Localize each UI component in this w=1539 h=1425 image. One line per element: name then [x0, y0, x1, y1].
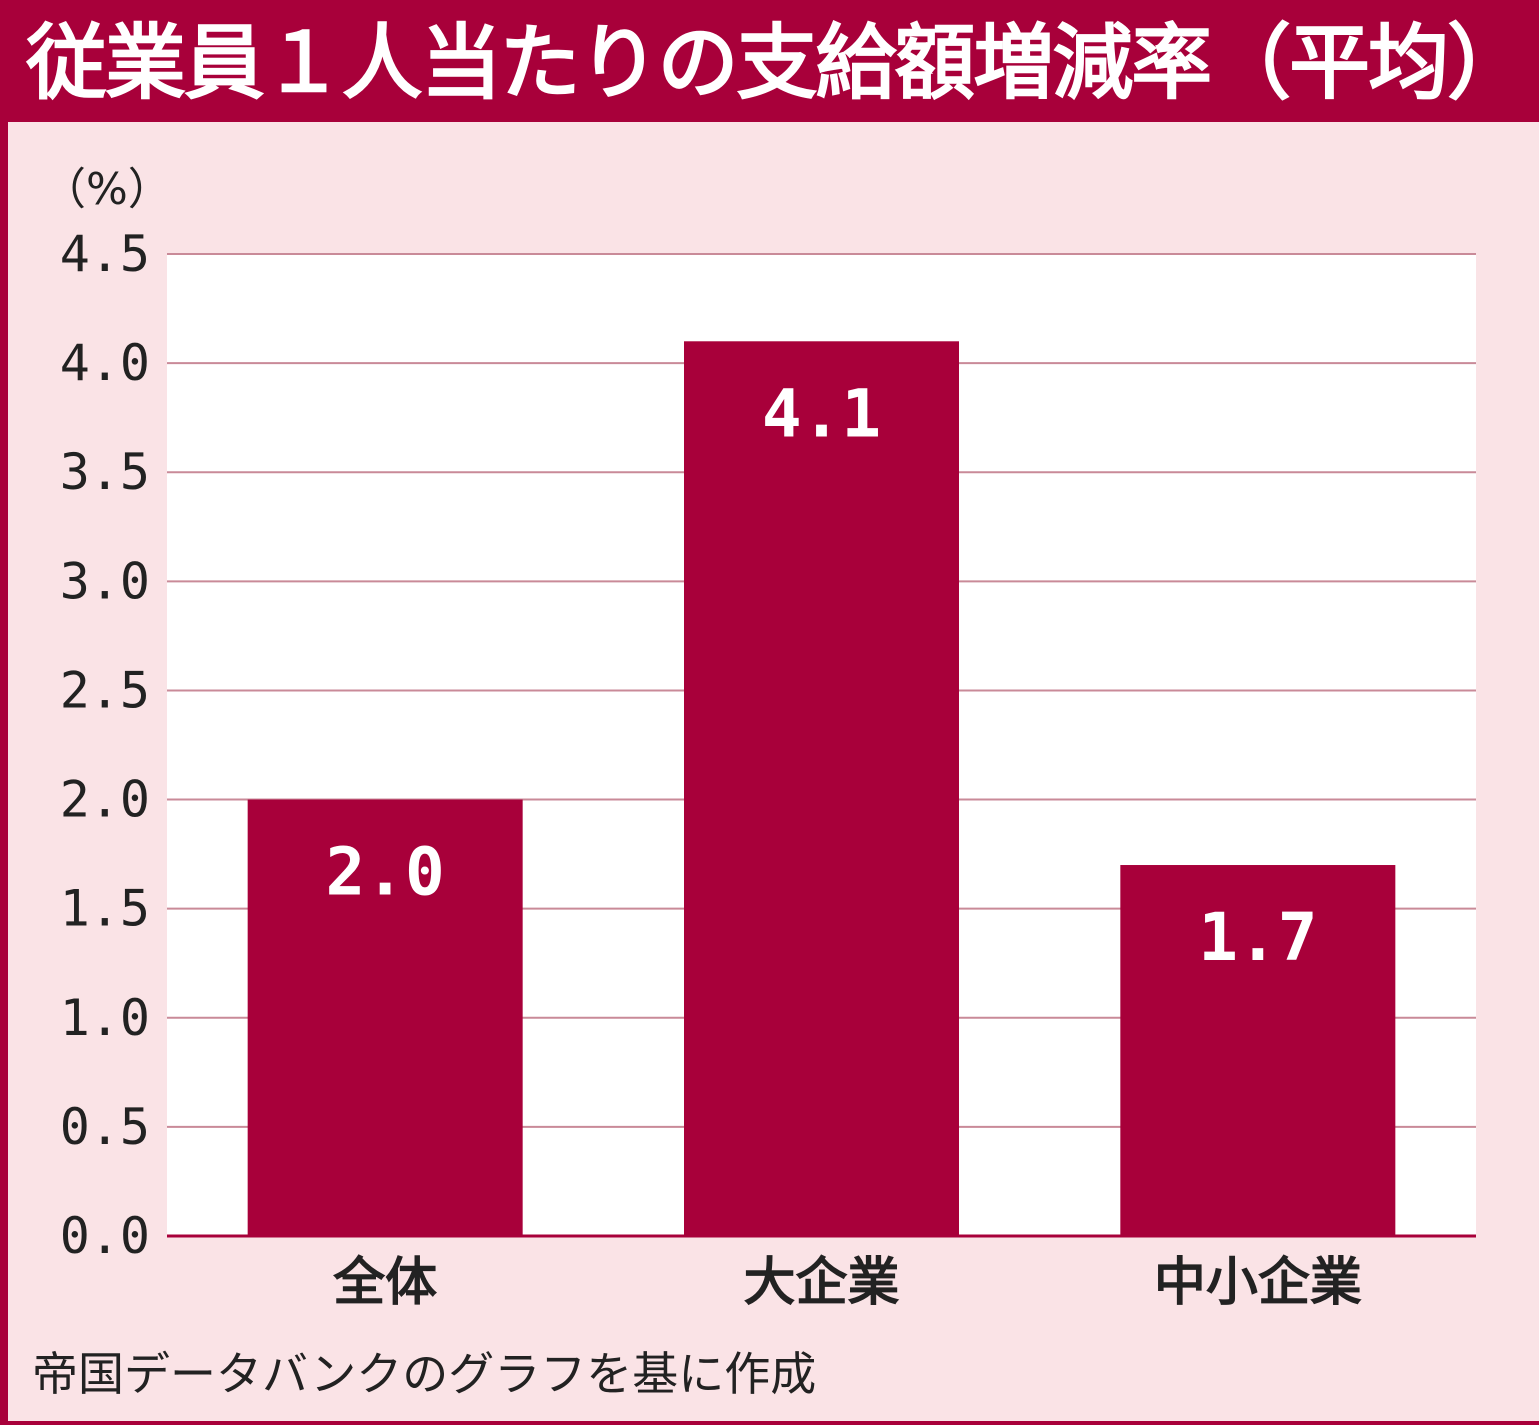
- bar-value-label: 1.7: [1198, 899, 1317, 976]
- y-tick-label: 0.5: [60, 1098, 150, 1156]
- y-tick-label: 0.0: [60, 1207, 150, 1265]
- bar-chart: 0.0 0.5 1.0 1.5 2.0 2.5 3.0 3.5 4.0 4.5 全体 大企業 中小企業…: [42, 164, 1476, 1313]
- y-tick-label: 3.0: [60, 552, 150, 610]
- chart-title: 従業員１人当たりの支給額増減率（平均）: [26, 16, 1528, 111]
- bar-value-label: 4.1: [762, 375, 881, 452]
- category-label: 中小企業: [1154, 1253, 1362, 1313]
- bar-1: [684, 341, 959, 1236]
- y-tick-label: 2.5: [60, 661, 150, 719]
- y-tick-label: 4.0: [60, 334, 150, 392]
- y-axis-ticks: 0.0 0.5 1.0 1.5 2.0 2.5 3.0 3.5 4.0 4.5: [60, 225, 150, 1265]
- title-bar: 従業員１人当たりの支給額増減率（平均）: [4, 4, 1539, 122]
- bar-value-label: 2.0: [326, 834, 445, 911]
- y-tick-label: 3.5: [60, 443, 150, 501]
- y-tick-label: 4.5: [60, 225, 150, 283]
- category-label: 全体: [332, 1253, 437, 1313]
- bar-0: [247, 799, 523, 1236]
- bar-2: [1120, 865, 1396, 1236]
- y-tick-label: 1.0: [60, 989, 150, 1047]
- category-labels: 全体 大企業 中小企業: [332, 1253, 1362, 1313]
- y-axis-unit-label: （%）: [42, 164, 172, 215]
- source-note: 帝国データバンクのグラフを基に作成: [32, 1347, 817, 1401]
- data-labels: 2.0 4.1 1.7: [326, 375, 1318, 976]
- bars: [247, 341, 1396, 1236]
- y-tick-label: 1.5: [60, 880, 150, 938]
- category-label: 大企業: [743, 1253, 899, 1313]
- y-tick-label: 2.0: [60, 771, 150, 829]
